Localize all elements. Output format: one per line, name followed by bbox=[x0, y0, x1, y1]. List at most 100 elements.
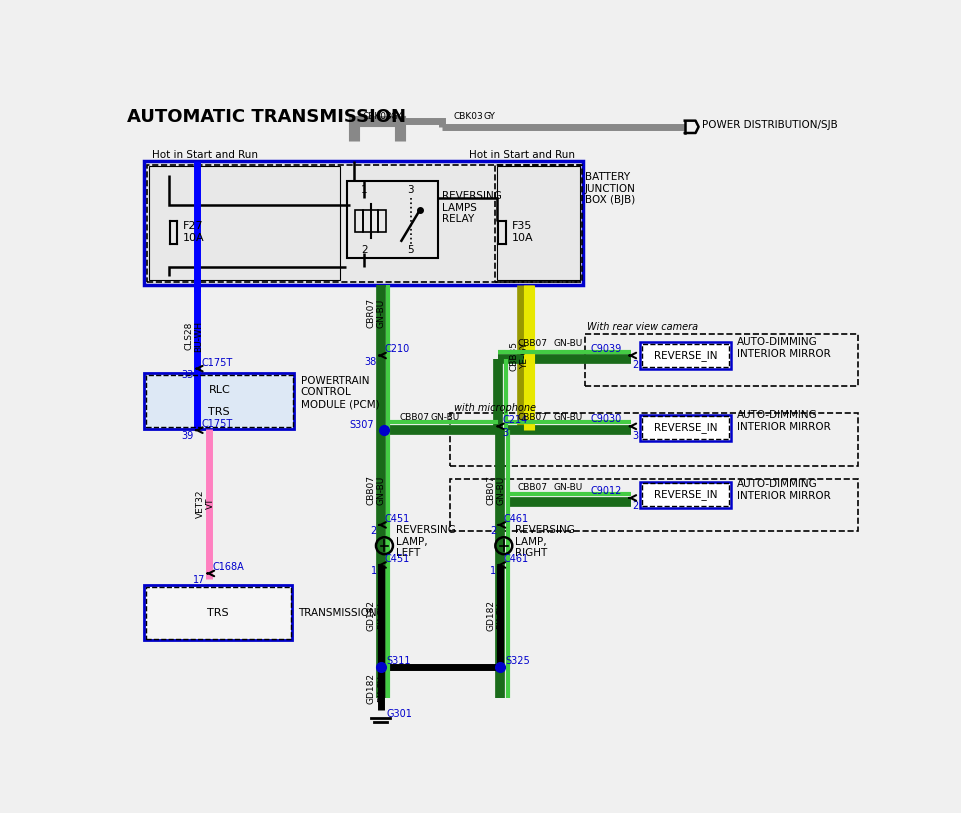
Text: CLS28: CLS28 bbox=[185, 322, 193, 350]
Text: 2: 2 bbox=[360, 245, 367, 255]
Text: S325: S325 bbox=[505, 656, 530, 666]
Text: CBB07: CBB07 bbox=[366, 476, 376, 505]
Text: C168A: C168A bbox=[212, 563, 244, 572]
Text: CBR07: CBR07 bbox=[366, 298, 376, 328]
Text: C451: C451 bbox=[384, 514, 409, 524]
Text: 3: 3 bbox=[631, 432, 638, 441]
Text: RLC: RLC bbox=[209, 385, 230, 395]
Bar bbox=[144, 162, 582, 285]
Text: CBB07: CBB07 bbox=[517, 413, 547, 422]
Bar bbox=[362, 210, 370, 232]
Text: GD182: GD182 bbox=[366, 600, 376, 631]
Bar bbox=[495, 164, 581, 281]
Bar bbox=[450, 413, 857, 466]
Text: AUTOMATIC TRANSMISSION: AUTOMATIC TRANSMISSION bbox=[127, 108, 406, 126]
Text: 3: 3 bbox=[502, 428, 507, 438]
Bar bbox=[641, 484, 728, 506]
Text: AUTO-DIMMING
INTERIOR MIRROR: AUTO-DIMMING INTERIOR MIRROR bbox=[736, 480, 830, 501]
Text: 1: 1 bbox=[489, 566, 496, 576]
Text: TRS: TRS bbox=[208, 607, 229, 618]
Bar bbox=[584, 334, 857, 386]
Bar bbox=[146, 586, 290, 639]
Bar bbox=[450, 479, 857, 531]
Text: GY: GY bbox=[390, 112, 402, 121]
Bar bbox=[149, 166, 339, 280]
Bar bbox=[355, 210, 362, 232]
Text: CBB07: CBB07 bbox=[400, 413, 430, 422]
Text: VT: VT bbox=[206, 498, 214, 509]
Text: GN-BU: GN-BU bbox=[554, 413, 582, 422]
Bar bbox=[639, 415, 730, 441]
Text: BK-GY: BK-GY bbox=[496, 602, 505, 629]
Bar bbox=[370, 210, 378, 232]
Text: C451: C451 bbox=[384, 554, 409, 563]
Text: 2: 2 bbox=[631, 359, 638, 370]
Text: 1: 1 bbox=[370, 566, 377, 576]
Text: GN-BU: GN-BU bbox=[496, 476, 505, 505]
Text: GN-BU: GN-BU bbox=[554, 340, 582, 349]
Text: CBB07: CBB07 bbox=[517, 483, 547, 492]
Text: 2: 2 bbox=[489, 526, 496, 536]
Text: GN-BU: GN-BU bbox=[431, 413, 459, 422]
Text: 39: 39 bbox=[181, 432, 193, 441]
Bar bbox=[641, 344, 728, 367]
Text: POWER DISTRIBUTION/SJB: POWER DISTRIBUTION/SJB bbox=[701, 120, 837, 129]
Text: C9012: C9012 bbox=[590, 486, 621, 496]
Text: GY: GY bbox=[482, 112, 494, 121]
Text: 33: 33 bbox=[181, 370, 193, 380]
Text: GN-BU: GN-BU bbox=[377, 298, 385, 328]
Text: S307: S307 bbox=[350, 420, 374, 430]
Text: GN-BU: GN-BU bbox=[377, 476, 385, 505]
Text: with microphone: with microphone bbox=[454, 403, 535, 413]
Text: 10A: 10A bbox=[511, 233, 532, 243]
Text: 17: 17 bbox=[192, 575, 205, 585]
Text: REVERSE_IN: REVERSE_IN bbox=[653, 489, 717, 500]
Text: AUTO-DIMMING
INTERIOR MIRROR: AUTO-DIMMING INTERIOR MIRROR bbox=[736, 337, 830, 359]
Bar bbox=[146, 375, 292, 427]
Text: REVERSE_IN: REVERSE_IN bbox=[653, 350, 717, 361]
Text: 3: 3 bbox=[407, 185, 413, 195]
Text: 1: 1 bbox=[360, 185, 367, 195]
Text: CBK03: CBK03 bbox=[362, 112, 392, 121]
Text: BATTERY
JUNCTION
BOX (BJB): BATTERY JUNCTION BOX (BJB) bbox=[584, 172, 635, 206]
Text: VET32: VET32 bbox=[196, 489, 205, 518]
Text: C175T: C175T bbox=[201, 419, 233, 429]
Text: 10A: 10A bbox=[183, 233, 204, 243]
Bar bbox=[378, 210, 385, 232]
Bar bbox=[347, 180, 438, 258]
Bar bbox=[497, 166, 579, 280]
Text: 2: 2 bbox=[370, 526, 377, 536]
Text: POWERTRAIN
CONTROL
MODULE (PCM): POWERTRAIN CONTROL MODULE (PCM) bbox=[300, 376, 379, 409]
Text: 5: 5 bbox=[407, 245, 413, 255]
Text: C214: C214 bbox=[502, 415, 527, 425]
Text: With rear view camera: With rear view camera bbox=[586, 322, 698, 332]
Bar bbox=[641, 416, 728, 440]
Bar bbox=[144, 373, 294, 428]
Text: GD182: GD182 bbox=[366, 673, 376, 704]
Text: 2: 2 bbox=[631, 501, 638, 511]
Text: REVERSING
LAMP,
RIGHT: REVERSING LAMP, RIGHT bbox=[515, 525, 575, 559]
Text: CBB35: CBB35 bbox=[508, 341, 518, 371]
Text: C461: C461 bbox=[504, 554, 529, 563]
Text: BK-GY: BK-GY bbox=[377, 676, 385, 702]
Text: CBB07: CBB07 bbox=[485, 476, 495, 505]
Text: TRS: TRS bbox=[209, 406, 230, 417]
Text: BU-WH: BU-WH bbox=[194, 320, 203, 352]
Text: REVERSING
LAMP,
LEFT: REVERSING LAMP, LEFT bbox=[396, 525, 456, 559]
Text: C9030: C9030 bbox=[590, 415, 621, 424]
Text: CBB07: CBB07 bbox=[517, 340, 547, 349]
Text: F27: F27 bbox=[183, 221, 203, 231]
Bar bbox=[639, 342, 730, 368]
Text: S311: S311 bbox=[385, 656, 410, 666]
Text: C461: C461 bbox=[504, 514, 529, 524]
Text: G301: G301 bbox=[386, 709, 412, 719]
Text: F35: F35 bbox=[511, 221, 531, 231]
Text: Hot in Start and Run: Hot in Start and Run bbox=[469, 150, 575, 160]
Text: CBK03: CBK03 bbox=[454, 112, 483, 121]
Text: GD182: GD182 bbox=[485, 600, 495, 631]
Text: C9039: C9039 bbox=[590, 344, 621, 354]
Text: REVERSE_IN: REVERSE_IN bbox=[653, 423, 717, 433]
Text: Hot in Start and Run: Hot in Start and Run bbox=[152, 150, 258, 160]
Bar bbox=[144, 585, 292, 641]
Text: C210: C210 bbox=[384, 345, 409, 354]
